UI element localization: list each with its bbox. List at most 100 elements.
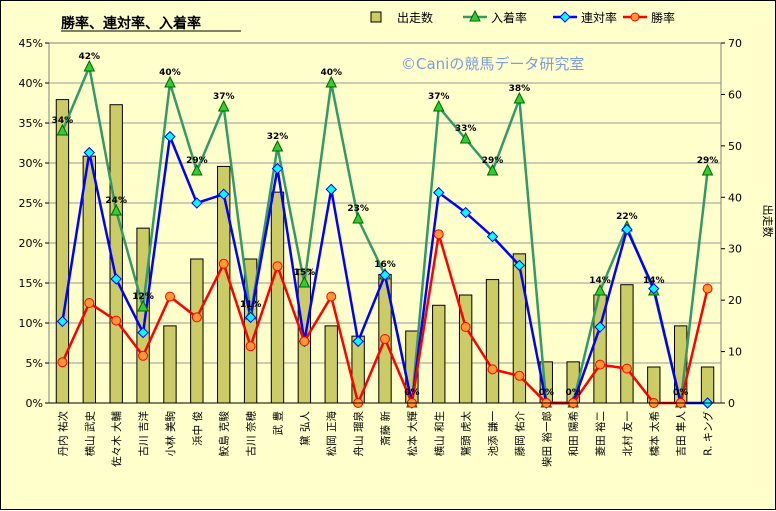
data-label: 37% (428, 92, 450, 102)
legend-label: 出走数 (397, 10, 433, 25)
marker-連対率 (83, 146, 96, 159)
bar-6 (190, 258, 204, 404)
x-tick-label: 松本 大輝 (406, 411, 419, 457)
x-axis: 丹内 祐次 横山 武史 佐々木 大輔 古川 吉洋 小林 美駒 浜中 俊 鮫島 克駿 古川 奈穂… (49, 402, 721, 467)
x-tick-label: 橋本 太希 (648, 411, 661, 456)
marker-連対率 (513, 259, 526, 272)
marker-連対率 (433, 186, 445, 199)
marker-入着率 (164, 75, 176, 88)
marker-入着率 (701, 163, 714, 176)
y-axis-right: 0 10 20 30 40 50 60 70 (721, 37, 742, 410)
bar-15 (432, 304, 446, 404)
y-left-tick-label: 45% (19, 37, 43, 50)
y-left-tick-label: 40% (19, 77, 43, 90)
marker-入着率 (110, 203, 123, 216)
marker-連対率 (325, 183, 337, 196)
y-right-label: 出走数 (761, 205, 775, 238)
legend-marker (559, 11, 571, 23)
y-left-tick-label: 10% (19, 317, 43, 330)
x-tick-label: 古川 吉洋 (137, 411, 150, 457)
marker-勝率 (57, 357, 68, 368)
y-right-tick-label: 50 (728, 140, 742, 153)
marker-勝率 (380, 334, 390, 344)
data-label: 24% (105, 196, 127, 206)
data-label: 40% (320, 68, 342, 78)
markers (56, 59, 714, 409)
x-tick-label: 舟山 瑠泉 (352, 411, 365, 457)
marker-連対率 (352, 335, 364, 348)
chart-title: 勝率、連対率、入着率 (61, 15, 201, 32)
x-tick-label: 丹内 祐次 (56, 411, 69, 457)
data-label: 34% (52, 116, 74, 126)
marker-連対率 (191, 197, 203, 209)
legend-label: 入着率 (491, 10, 527, 25)
data-labels: 34% 42% 24% 12% 40% 29% 37% 11% 32% 15% 40% 23% 16% 0… (52, 52, 719, 398)
x-tick-label: 横山 武史 (83, 411, 96, 457)
x-tick-label: 鮫島 克駿 (218, 411, 231, 457)
marker-勝率 (164, 291, 175, 302)
bar-22 (620, 284, 634, 404)
x-tick-label: 池添 謙一 (487, 411, 500, 457)
marker-連対率 (244, 311, 257, 324)
x-tick-label: R. キング (702, 411, 715, 456)
bar-7 (217, 165, 231, 404)
data-label: 33% (455, 124, 477, 134)
marker-入着率 (594, 283, 606, 296)
y-right-tick-label: 30 (728, 243, 742, 256)
bar-17 (485, 279, 500, 404)
x-tick-label: 横山 和生 (433, 411, 446, 456)
marker-勝率 (299, 336, 310, 347)
x-tick-label: 藤岡 佑介 (513, 411, 526, 457)
marker-連対率 (648, 282, 660, 295)
bar-9 (270, 191, 285, 404)
x-tick-label: 黛 弘人 (298, 411, 311, 446)
x-tick-label: 斎藤 新 (379, 411, 392, 446)
bar-4 (136, 227, 150, 404)
data-label: 14% (643, 276, 665, 286)
y-left-tick-label: 25% (19, 197, 43, 210)
legend-label: 連対率 (581, 10, 617, 25)
marker-勝率 (460, 322, 471, 332)
y-right-tick-label: 0 (728, 397, 735, 410)
marker-勝率 (191, 312, 202, 323)
x-tick-label: 佐々木 大輔 (110, 411, 123, 467)
marker-入着率 (191, 163, 203, 176)
y-axis-left: 0% 5% 10% 15% 20% 25% 30% 35% 40% 45% (19, 37, 49, 410)
marker-連対率 (218, 188, 230, 200)
marker-連対率 (594, 321, 606, 333)
data-label: 15% (294, 268, 316, 278)
data-label: 29% (186, 156, 208, 166)
marker-勝率 (245, 341, 256, 352)
marker-入着率 (352, 211, 364, 224)
y-left-tick-label: 15% (19, 277, 43, 290)
data-label: 0% (673, 388, 688, 398)
marker-勝率 (621, 363, 632, 374)
data-label: 12% (132, 292, 154, 302)
x-tick-label: 菱田 裕二 (594, 411, 607, 456)
legend-swatch (370, 11, 382, 23)
marker-入着率 (298, 275, 311, 288)
marker-入着率 (56, 123, 69, 136)
x-tick-label: 吉田 隼人 (675, 411, 688, 457)
data-label: 16% (374, 260, 396, 270)
marker-入着率 (459, 131, 472, 144)
legend-label: 勝率 (651, 10, 675, 25)
legend-marker (469, 9, 481, 22)
marker-連対率 (137, 326, 149, 339)
marker-連対率 (379, 269, 391, 281)
marker-勝率 (595, 359, 606, 370)
marker-勝率 (487, 364, 498, 375)
marker-連対率 (271, 162, 284, 175)
marker-勝率 (111, 315, 122, 326)
marker-入着率 (486, 163, 499, 176)
data-label: 0% (404, 388, 419, 398)
x-tick-label: 松岡 正海 (325, 411, 338, 457)
data-label: 32% (267, 132, 289, 142)
data-label: 37% (213, 92, 235, 102)
y-right-tick-label: 10 (728, 346, 742, 359)
y-left-tick-label: 35% (19, 117, 43, 130)
data-label: 29% (697, 156, 719, 166)
x-tick-label: 鷲頭 虎太 (460, 411, 473, 457)
marker-勝率 (218, 258, 229, 269)
